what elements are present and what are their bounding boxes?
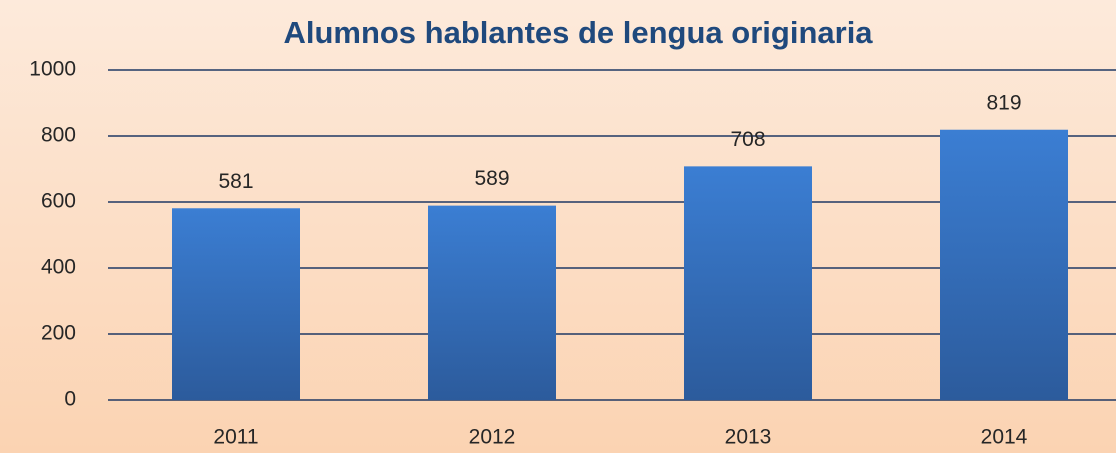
y-tick-label: 600 bbox=[41, 190, 76, 213]
x-tick-label: 2014 bbox=[981, 426, 1028, 449]
y-tick-label: 800 bbox=[41, 124, 76, 147]
y-tick-label: 0 bbox=[64, 388, 76, 411]
data-label: 581 bbox=[218, 170, 253, 193]
y-tick-label: 1000 bbox=[29, 58, 76, 81]
data-label: 708 bbox=[730, 128, 765, 151]
x-tick-label: 2013 bbox=[725, 426, 772, 449]
y-tick-label: 400 bbox=[41, 256, 76, 279]
y-tick-label: 200 bbox=[41, 322, 76, 345]
x-tick-label: 2011 bbox=[213, 426, 258, 449]
bar bbox=[428, 205, 556, 400]
data-label: 589 bbox=[474, 167, 509, 190]
x-tick-label: 2012 bbox=[469, 426, 516, 449]
bar bbox=[940, 129, 1068, 401]
bar bbox=[172, 208, 300, 400]
chart-title: Alumnos hablantes de lengua originaria bbox=[283, 15, 873, 50]
data-label: 819 bbox=[986, 91, 1021, 114]
bar bbox=[684, 166, 812, 400]
